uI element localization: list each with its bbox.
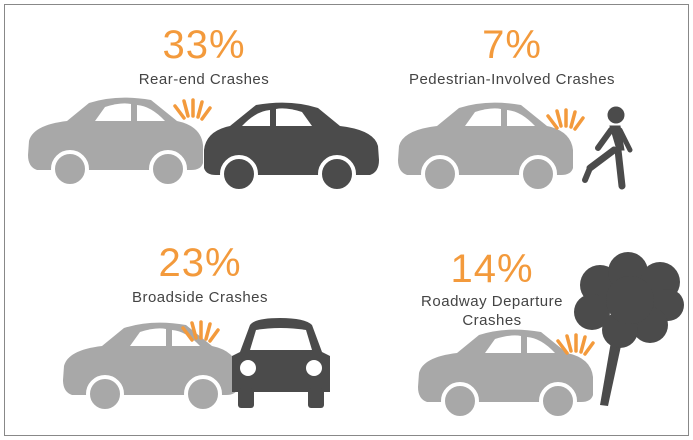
percent: 14%	[450, 247, 533, 291]
percent: 33%	[162, 23, 245, 67]
infographic: 33% Rear-end Crashes 7% Pedestrian-Invol…	[0, 0, 693, 440]
percent: 7%	[482, 23, 542, 67]
label: Pedestrian-Involved Crashes	[409, 71, 615, 88]
percent: 23%	[158, 241, 241, 285]
label: Rear-end Crashes	[139, 71, 270, 88]
label: Crashes	[462, 312, 521, 329]
label: Roadway Departure	[421, 293, 563, 310]
label: Broadside Crashes	[132, 289, 268, 306]
